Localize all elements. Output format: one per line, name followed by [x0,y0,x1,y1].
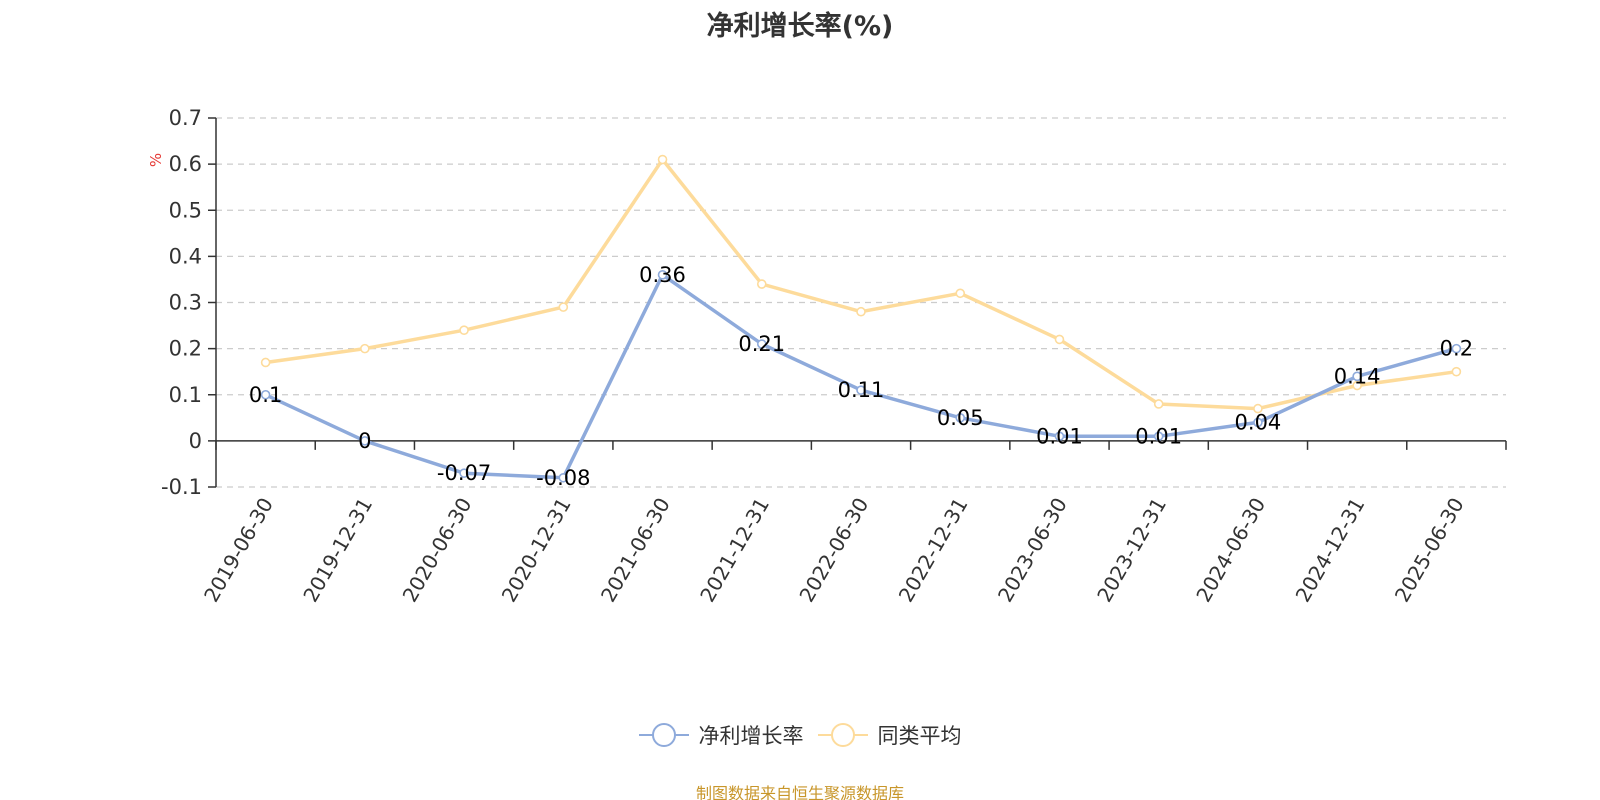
y-tick-label: 0.6 [169,152,202,176]
data-point [1451,343,1462,354]
legend-item-series-0[interactable]: 净利增长率 [638,720,804,750]
data-point [955,413,966,423]
legend-line-circle-icon [817,721,868,749]
data-point [1253,417,1263,428]
x-tick-label: 2021-12-31 [695,494,774,607]
data-point [756,279,767,289]
y-tick-label: 0.5 [169,198,202,222]
x-tick-label: 2020-12-31 [497,494,576,607]
data-point [360,343,370,354]
x-tick-label: 2021-06-30 [596,494,675,607]
data-point [260,357,271,368]
data-point [1352,380,1362,391]
data-label: 0.14 [1334,364,1381,388]
data-point [657,270,668,280]
y-tick-label: -0.1 [161,475,202,499]
data-label: 0.2 [1440,337,1473,361]
legend-line-circle-icon [638,721,689,749]
x-tick-label: 2022-12-31 [894,493,973,606]
data-label: 0.01 [1036,424,1083,448]
data-point [657,154,668,165]
data-point [558,472,569,483]
data-label: 0.36 [639,263,686,287]
data-label: 0.05 [937,406,984,430]
data-point [1253,403,1263,414]
x-tick-label: 2023-12-31 [1092,494,1171,607]
x-tick-label: 2019-06-30 [199,494,278,607]
data-point [856,385,866,395]
data-point [1352,371,1362,382]
legend: 净利增长率 同类平均 [0,720,1600,750]
x-tick-label: 2023-06-30 [993,494,1072,607]
data-point [459,468,469,478]
data-point [1153,431,1164,442]
y-tick-label: 0.2 [169,337,202,361]
data-label: -0.08 [536,466,590,490]
data-label: 0.04 [1235,410,1282,434]
data-label: 0.21 [738,332,785,356]
x-tick-label: 2020-06-30 [398,493,477,606]
data-label: 0 [358,429,371,453]
data-label: 0.11 [838,378,885,402]
legend-label: 净利增长率 [698,724,804,748]
y-tick-label: 0.3 [169,291,202,315]
series [260,154,1462,483]
data-point [1451,366,1462,377]
data-point [558,302,569,312]
legend-label: 同类平均 [877,724,962,748]
data-point [1054,334,1065,345]
series-line-0 [263,273,1459,480]
y-tick-label: 0.4 [169,244,202,268]
source-note: 制图数据来自恒生聚源数据库 [695,784,904,800]
grid-lines [216,117,1506,488]
x-tick-label: 2024-12-31 [1291,494,1370,607]
data-point [360,436,370,446]
chart-title: 净利增长率(%) [706,11,894,42]
y-tick-label: 0.1 [169,383,202,407]
x-tick-label: 2024-06-30 [1191,494,1270,607]
x-tick-label: 2025-06-30 [1390,494,1469,607]
y-axis-unit-label: % [147,153,165,167]
data-label: 0.1 [249,383,282,407]
x-tick-label: 2022-06-30 [794,494,873,607]
data-point [459,325,469,335]
y-tick-label: 0.7 [169,106,202,130]
data-point [1153,399,1164,409]
data-point [756,339,767,349]
series-line-1 [263,157,1459,411]
data-labels: 0.1 0 -0.07 -0.08 0.36 0.21 0.11 0.05 0.01 0.01 0.… [249,263,1473,490]
x-tick-label: 2019-12-31 [298,494,377,607]
data-label: 0.01 [1135,424,1182,448]
data-point [955,288,966,299]
data-point [1054,431,1065,442]
data-point [260,389,271,400]
axes: -0.1 0 0.1 0.2 0.3 0.4 0.5 0.6 0.7% 2019-06-30 201… [147,106,1507,607]
data-label: -0.07 [437,461,491,485]
legend-item-series-1[interactable]: 同类平均 [817,720,962,750]
y-tick-label: 0 [189,429,202,453]
data-point [856,306,866,317]
